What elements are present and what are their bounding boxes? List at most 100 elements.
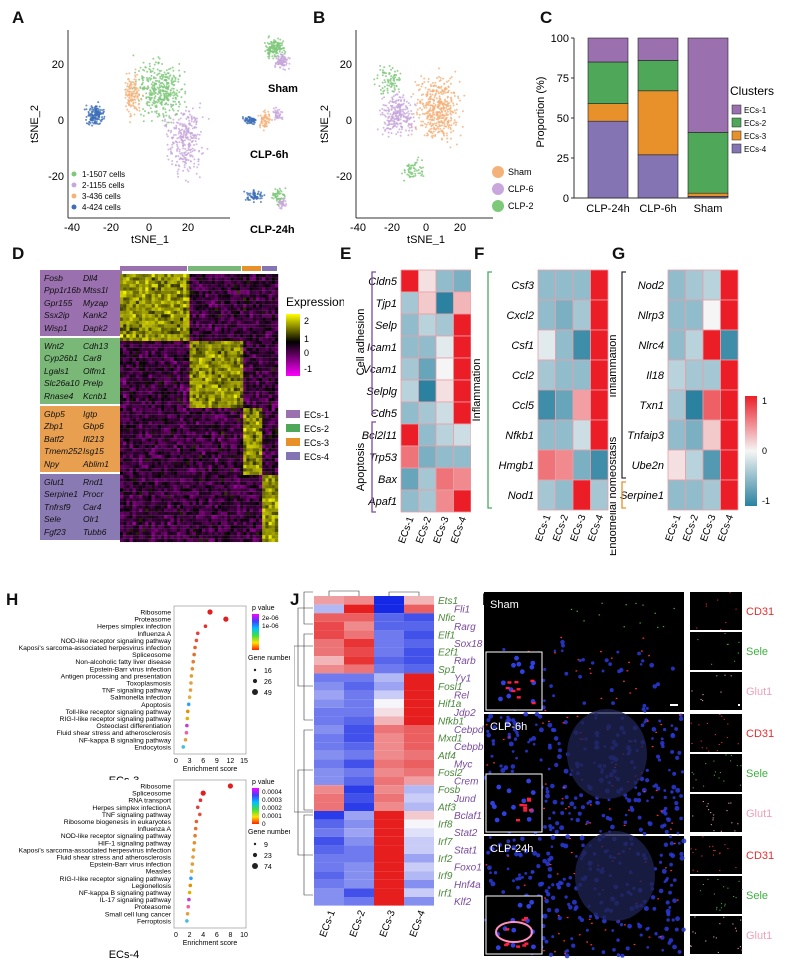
scatter-point (412, 93, 415, 96)
d-heat-cell (233, 414, 238, 419)
d-heat-cell (208, 327, 212, 331)
d-heat-cell (233, 280, 238, 285)
d-heat-cell (161, 438, 165, 442)
scatter-point (177, 132, 180, 135)
d-heat-cell (173, 401, 178, 405)
scatter-point (444, 110, 447, 113)
scatter-point (149, 78, 152, 81)
d-heat-cell (236, 367, 241, 372)
d-heat-cell (230, 414, 234, 419)
scatter-point (158, 69, 161, 72)
d-heat-cell (262, 424, 266, 429)
d-heat-cell (224, 391, 228, 395)
d-heat-cell (211, 357, 215, 362)
d-heat-cell (183, 421, 187, 425)
scatter-point (394, 102, 397, 105)
d-heat-cell (227, 404, 231, 409)
d-heat-cell (246, 280, 250, 285)
scatter-point (257, 192, 260, 195)
d-heat-cell (249, 364, 253, 368)
d-heat-cell (240, 351, 244, 355)
d-heat-cell (167, 317, 171, 321)
d-heat-cell (255, 397, 260, 402)
d-heat-cell (180, 320, 184, 325)
scatter-point (156, 74, 159, 77)
d-heat-cell (214, 320, 219, 325)
d-heat-cell (123, 431, 127, 435)
scatter-point (183, 130, 186, 133)
d-heat-cell (180, 384, 184, 388)
d-heat-cell (255, 428, 260, 432)
d-heat-cell (268, 280, 272, 285)
scatter-point (425, 123, 428, 126)
d-heat-cell (262, 367, 266, 372)
d-heat-cell (183, 387, 187, 392)
d-heat-cell (148, 397, 152, 402)
scatter-point (98, 105, 101, 108)
d-heat-cell (208, 320, 212, 325)
d-heat-cell (233, 384, 238, 388)
d-heat-cell (195, 384, 200, 388)
d-gene-label: Slc26a10 (44, 378, 80, 389)
d-heat-cell (236, 371, 241, 375)
scatter-point (169, 67, 172, 70)
scatter-point (387, 119, 390, 122)
scatter-point (176, 170, 179, 173)
d-heat-cell (148, 428, 152, 432)
d-heat-cell (135, 324, 140, 328)
d-heat-cell (145, 314, 149, 318)
d-heat-cell (217, 381, 222, 385)
scatter-point (272, 194, 275, 197)
d-heat-cell (164, 414, 168, 419)
d-heat-cell (240, 418, 244, 422)
scatter-point (190, 117, 193, 120)
d-heat-cell (145, 290, 149, 295)
d-heat-cell (221, 408, 225, 412)
scatter-point (407, 102, 410, 105)
scatter-point (170, 79, 173, 82)
scatter-point (128, 102, 131, 105)
d-heat-cell (199, 361, 203, 365)
d-heat-cell (195, 280, 200, 285)
scatter-point (185, 137, 188, 140)
d-heat-cell (236, 404, 241, 409)
d-heat-cell (255, 414, 260, 419)
d-heat-cell (233, 394, 238, 398)
d-heat-cell (129, 354, 133, 358)
d-heat-cell (240, 314, 244, 318)
scatter-point (383, 89, 386, 92)
d-heat-cell (268, 408, 272, 412)
d-heat-cell (199, 317, 203, 321)
d-heat-cell (164, 397, 168, 402)
scatter-point (393, 120, 396, 123)
d-heat-cell (180, 354, 184, 358)
d-heat-cell (138, 434, 143, 439)
scatter-point (404, 108, 407, 111)
d-heat-cell (230, 314, 234, 318)
scatter-point (449, 126, 452, 129)
d-heat-cell (145, 351, 149, 355)
d-heat-cell (274, 294, 279, 298)
scatter-point (154, 92, 157, 95)
d-heat-cell (123, 421, 127, 425)
d-heat-cell (259, 287, 263, 291)
d-heat-cell (202, 428, 206, 432)
d-heat-cell (173, 431, 178, 435)
d-heat-cell (202, 414, 206, 419)
d-heat-cell (132, 277, 136, 281)
d-heat-cell (211, 334, 215, 338)
d-heat-cell (246, 320, 250, 325)
scatter-point (440, 90, 443, 93)
scatter-point (138, 102, 141, 105)
d-heat-cell (183, 324, 187, 328)
scatter-point (155, 112, 158, 115)
scatter-point (171, 91, 174, 94)
d-heat-cell (259, 364, 263, 368)
d-heat-cell (262, 290, 266, 295)
scatter-point (176, 145, 179, 148)
d-heat-cell (214, 367, 219, 372)
d-heat-cell (221, 334, 225, 338)
scatter-point (429, 121, 432, 124)
d-heat-cell (252, 307, 257, 311)
d-heat-cell (262, 324, 266, 328)
